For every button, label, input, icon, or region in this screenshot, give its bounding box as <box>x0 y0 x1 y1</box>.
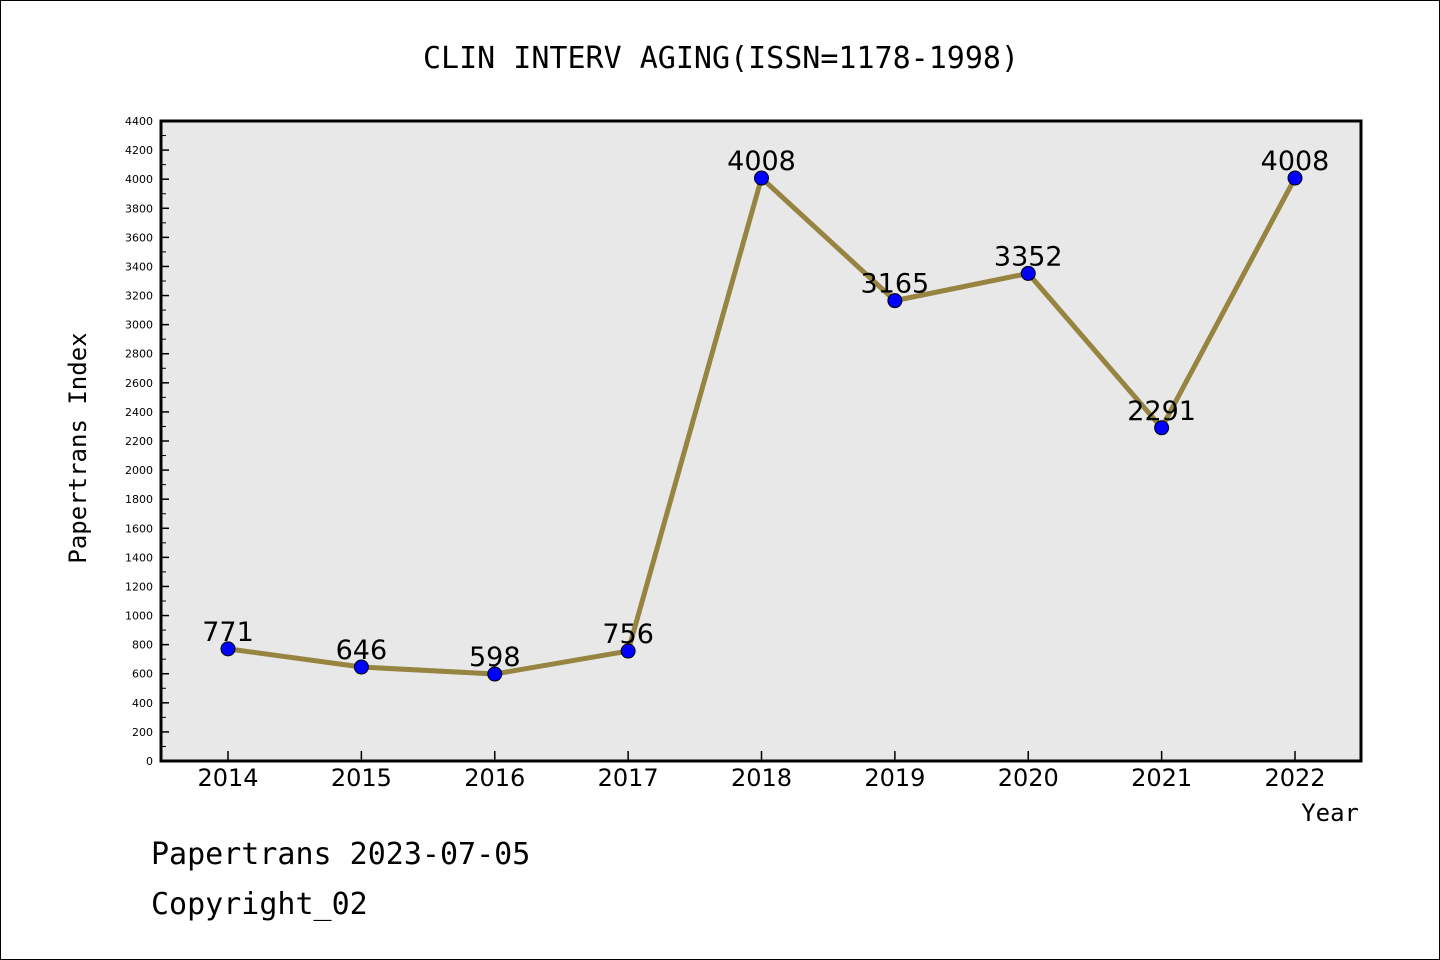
y-tick-label: 0 <box>146 755 153 768</box>
data-label: 2291 <box>1127 396 1196 427</box>
data-point <box>620 643 636 659</box>
y-tick-label: 1200 <box>125 580 153 593</box>
footer-date-text: Papertrans 2023-07-05 <box>151 837 530 872</box>
x-tick-label: 2020 <box>998 764 1059 792</box>
data-label: 771 <box>202 617 254 648</box>
y-tick-label: 3400 <box>125 260 153 273</box>
data-label: 598 <box>469 642 521 673</box>
x-tick-label: 2016 <box>464 764 525 792</box>
y-tick-label: 4200 <box>125 144 153 157</box>
y-tick-label: 2600 <box>125 377 153 390</box>
data-label: 4008 <box>1261 146 1330 177</box>
data-point <box>887 293 903 309</box>
x-tick-label: 2019 <box>864 764 925 792</box>
data-point <box>487 666 503 682</box>
y-axis: 0 200 400 600 800 1000 1200 1400 1600 1800 2000 220… <box>125 115 169 768</box>
data-point <box>754 170 769 186</box>
data-label: 4008 <box>727 146 796 177</box>
y-tick-label: 1400 <box>125 551 153 564</box>
y-tick-label: 3600 <box>125 231 153 244</box>
x-axis: 2014 2015 2016 2017 2018 2019 2020 2021 2022 <box>197 751 1326 792</box>
data-label: 3165 <box>861 269 930 300</box>
series-layer <box>220 170 1303 682</box>
y-tick-label: 2000 <box>125 464 153 477</box>
y-tick-label: 2400 <box>125 406 153 419</box>
y-tick-label: 1600 <box>125 522 153 535</box>
y-tick-label: 1000 <box>125 610 153 623</box>
y-axis-label: Papertrans Index <box>64 332 92 563</box>
y-tick-label: 800 <box>132 639 153 652</box>
y-tick-label: 4400 <box>125 115 153 128</box>
x-tick-label: 2022 <box>1264 764 1325 792</box>
data-label: 756 <box>602 619 654 650</box>
y-tick-label: 4000 <box>125 173 153 186</box>
y-tick-label: 3000 <box>125 319 153 332</box>
x-axis-label: Year <box>1301 799 1359 827</box>
x-tick-label: 2018 <box>731 764 792 792</box>
data-labels: 771 646 598 756 4008 3165 3352 2291 4008 <box>202 146 1329 673</box>
y-tick-label: 600 <box>132 668 153 681</box>
x-tick-label: 2021 <box>1131 764 1192 792</box>
data-point <box>1020 265 1036 281</box>
chart-title: CLIN INTERV AGING(ISSN=1178-1998) <box>423 41 1019 76</box>
data-label: 646 <box>336 635 388 666</box>
data-point <box>1154 420 1170 436</box>
y-tick-label: 2200 <box>125 435 153 448</box>
y-tick-label: 1800 <box>125 493 153 506</box>
plot-area <box>159 119 1363 763</box>
data-point <box>353 659 369 675</box>
x-tick-label: 2014 <box>197 764 258 792</box>
data-point <box>220 641 236 657</box>
x-tick-label: 2015 <box>331 764 392 792</box>
y-tick-label: 3200 <box>125 290 153 303</box>
footer-copyright-text: Copyright_02 <box>151 887 368 922</box>
x-tick-label: 2017 <box>598 764 659 792</box>
y-tick-label: 200 <box>132 726 153 739</box>
data-point <box>1287 170 1303 186</box>
y-tick-label: 400 <box>132 697 153 710</box>
data-label: 3352 <box>994 241 1063 272</box>
y-tick-label: 2800 <box>125 348 153 361</box>
y-tick-label: 3800 <box>125 202 153 215</box>
